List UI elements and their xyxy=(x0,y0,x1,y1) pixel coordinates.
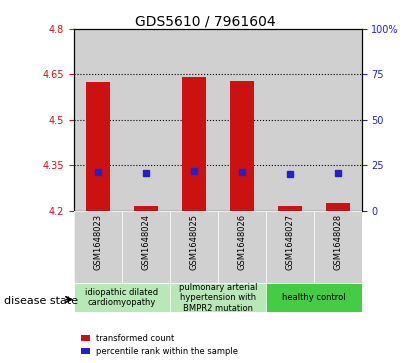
Bar xyxy=(122,211,170,283)
Text: disease state: disease state xyxy=(4,296,78,306)
Bar xyxy=(182,77,206,211)
Bar xyxy=(314,29,362,211)
Bar xyxy=(122,29,170,211)
Text: pulmonary arterial
hypertension with
BMPR2 mutation: pulmonary arterial hypertension with BMP… xyxy=(179,283,257,313)
Bar xyxy=(218,211,266,283)
FancyBboxPatch shape xyxy=(170,283,266,312)
Bar xyxy=(170,29,218,211)
Bar xyxy=(74,29,122,211)
Text: healthy control: healthy control xyxy=(282,293,346,302)
FancyBboxPatch shape xyxy=(218,211,266,283)
Bar xyxy=(218,29,266,211)
Text: GSM1648027: GSM1648027 xyxy=(285,214,294,270)
Bar xyxy=(326,203,350,211)
Text: GSM1648024: GSM1648024 xyxy=(141,214,150,270)
Text: GDS5610 / 7961604: GDS5610 / 7961604 xyxy=(135,15,276,29)
Bar xyxy=(314,211,362,283)
Text: GSM1648028: GSM1648028 xyxy=(333,214,342,270)
Bar xyxy=(134,206,158,211)
FancyBboxPatch shape xyxy=(170,211,218,283)
Legend: transformed count, percentile rank within the sample: transformed count, percentile rank withi… xyxy=(78,330,242,359)
FancyBboxPatch shape xyxy=(266,283,362,312)
FancyBboxPatch shape xyxy=(74,211,122,283)
Bar xyxy=(86,82,110,211)
Text: GSM1648023: GSM1648023 xyxy=(93,214,102,270)
Text: GSM1648026: GSM1648026 xyxy=(237,214,246,270)
FancyBboxPatch shape xyxy=(314,211,362,283)
FancyBboxPatch shape xyxy=(74,283,170,312)
FancyBboxPatch shape xyxy=(122,211,170,283)
Text: GSM1648025: GSM1648025 xyxy=(189,214,199,270)
Bar xyxy=(230,81,254,211)
Bar xyxy=(266,211,314,283)
Bar xyxy=(266,29,314,211)
Bar xyxy=(170,211,218,283)
Bar xyxy=(278,206,302,211)
Text: idiopathic dilated
cardiomyopathy: idiopathic dilated cardiomyopathy xyxy=(85,288,159,307)
FancyBboxPatch shape xyxy=(266,211,314,283)
Bar xyxy=(74,211,122,283)
